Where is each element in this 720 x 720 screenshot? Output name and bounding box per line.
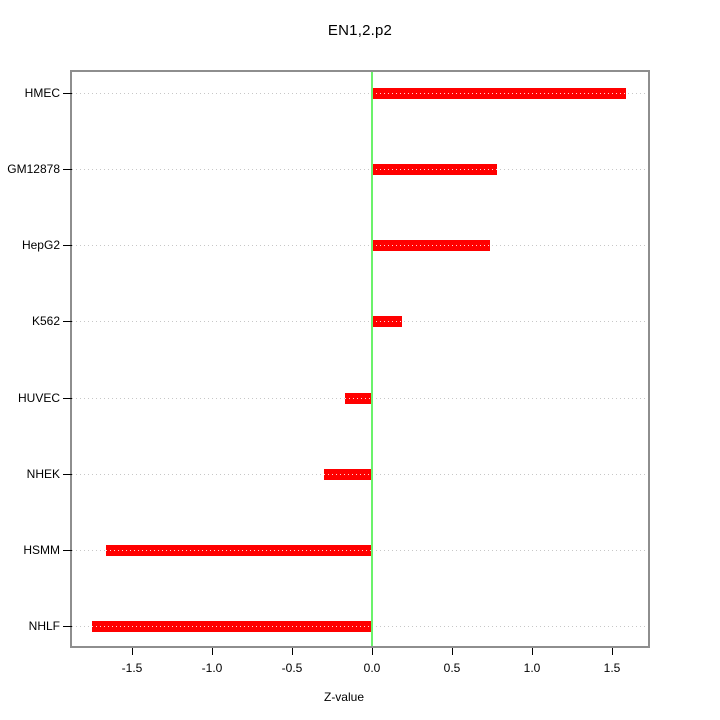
zero-line bbox=[371, 72, 373, 646]
x-tick-label: 1.5 bbox=[603, 661, 621, 675]
bar-gridline-overlay bbox=[372, 245, 491, 247]
y-tick bbox=[63, 169, 72, 171]
grid-line bbox=[72, 169, 648, 171]
grid-line bbox=[72, 321, 648, 323]
x-tick bbox=[372, 648, 373, 655]
y-tick bbox=[63, 245, 72, 247]
x-tick-label: -1.5 bbox=[121, 661, 143, 675]
x-tick bbox=[292, 648, 293, 655]
bar-gridline-overlay bbox=[106, 549, 372, 551]
x-tick-label: 0.5 bbox=[443, 661, 461, 675]
y-tick bbox=[63, 397, 72, 399]
y-tick-label: NHEK bbox=[26, 466, 60, 481]
x-tick bbox=[212, 648, 213, 655]
y-tick-label: HepG2 bbox=[21, 238, 60, 253]
x-tick bbox=[132, 648, 133, 655]
y-tick bbox=[63, 626, 72, 627]
plot-area bbox=[70, 70, 650, 648]
y-tick bbox=[63, 549, 72, 551]
bar-gridline-overlay bbox=[372, 93, 627, 94]
grid-line bbox=[72, 245, 648, 247]
y-tick-label: HMEC bbox=[24, 86, 60, 100]
x-tick-label: 0.0 bbox=[363, 661, 381, 675]
y-tick bbox=[63, 473, 72, 475]
bar-gridline-overlay bbox=[324, 473, 372, 475]
chart-title: EN1,2.p2 bbox=[327, 22, 393, 39]
grid-line bbox=[72, 93, 648, 94]
y-tick-label: GM12878 bbox=[7, 162, 60, 177]
bar-gridline-overlay bbox=[372, 321, 403, 323]
y-tick-label: K562 bbox=[31, 314, 60, 329]
x-tick bbox=[612, 648, 613, 655]
x-tick-label: -0.5 bbox=[281, 661, 303, 675]
x-tick-label: 1.0 bbox=[523, 661, 541, 675]
x-tick-label: -1.0 bbox=[201, 661, 223, 675]
y-tick bbox=[63, 93, 72, 94]
bar-gridline-overlay bbox=[344, 397, 372, 399]
x-axis-label: Z-value bbox=[323, 690, 364, 704]
y-tick bbox=[63, 321, 72, 323]
x-tick bbox=[452, 648, 453, 655]
y-tick-label: HSMM bbox=[23, 542, 60, 557]
bar-gridline-overlay bbox=[92, 626, 372, 627]
bar-gridline-overlay bbox=[372, 169, 497, 171]
y-tick-label: HUVEC bbox=[17, 390, 60, 405]
x-tick bbox=[532, 648, 533, 655]
y-tick-label: NHLF bbox=[28, 619, 60, 633]
